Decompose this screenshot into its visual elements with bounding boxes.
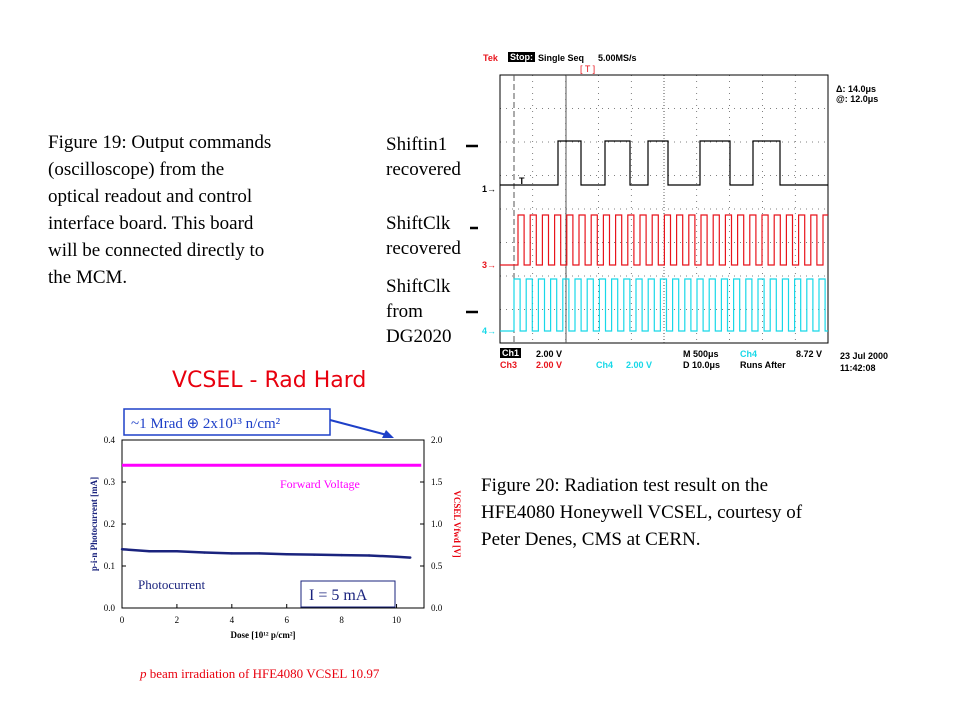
scope-trace-ch3 [500,214,828,266]
y-axis-label: p-i-n Photocurrent [mA] [89,477,99,571]
vcsel-title: VCSEL - Rad Hard [172,368,367,393]
caption-line: will be connected directly to [48,240,265,261]
x-tick-label: 10 [392,615,402,625]
scope-status: Stop: [508,52,535,62]
scope-trigger-level: 8.72 V [796,349,823,359]
y-tick-label: 0.3 [104,477,116,487]
scope-marker-ch1: 1→ [482,184,497,194]
photocurrent-point [148,550,151,553]
x-tick-label: 6 [284,615,289,625]
y2-axis-label: VCSEL Vfwd [V] [452,490,462,557]
vcsel-chart: 0 2 4 6 8 10 0.0 0.1 0.2 0.3 0.4 0.0 0.5 1.0 1.5 2.0 For… [89,408,462,681]
current-box [300,580,396,608]
dose-arrow-line [329,419,388,436]
caption-line: Figure 19: Output commands [48,132,272,153]
x-tick-label: 4 [230,615,235,625]
scope-ch4-scale: 2.00 V [626,360,653,370]
x-axis-label: Dose [10¹² p/cm²] [230,630,295,640]
scope-cursor-at: @: 12.0μs [836,94,879,104]
label-line: DG2020 [386,326,452,347]
caption-line: the MCM. [48,267,128,288]
caption-line: (oscilloscope) from the [48,159,225,180]
photocurrent-point [175,550,179,553]
dose-box [123,408,331,436]
y2-tick-label: 1.5 [431,477,443,487]
scope-marker-ch4: 4→ [482,326,497,336]
scope-brand: Tek [483,53,498,63]
caption-rest: beam irradiation of HFE4080 VCSEL 10.97 [147,666,380,681]
photocurrent-point [340,553,343,557]
y-tick-label: 0.4 [104,435,116,445]
y-tick-label: 0.1 [104,561,115,571]
dose-arrowhead [382,430,394,438]
signal-label-shiftclk-recovered: ShiftClk recovered [386,211,461,261]
scope-ch1-label: Ch1 [500,348,522,358]
scope-ch3-scale: 2.00 V [536,360,563,370]
scope-delay: D 10.0μs [683,360,721,370]
signal-label-shiftclk-dg2020: ShiftClk from DG2020 [386,274,451,349]
y2-tick-label: 0.5 [431,561,443,571]
caption-line: HFE4080 Honeywell VCSEL, courtesy of [481,502,803,523]
photocurrent-point [285,553,288,556]
caption-line: interface board. This board [48,213,254,234]
photocurrent-point [120,548,124,551]
x-tick-label: 8 [339,615,344,625]
signal-label-shiftin1: Shiftin1 recovered [386,132,461,182]
scope-ch3-label: Ch3 [500,360,518,370]
label-line: recovered [386,159,461,180]
caption-line: Figure 20: Radiation test result on the [481,475,769,496]
x-tick-label: 0 [120,615,125,625]
photocurrent-label: Photocurrent [138,577,206,592]
label-line: ShiftClk [386,276,451,297]
scope-date: 23 Jul 2000 [840,351,889,361]
dose-box-label: ~1 Mrad ⊕ 2x10¹³ n/cm² [131,416,281,432]
current-label: I = 5 mA [309,587,368,604]
scope-ch4-label: Ch4 [596,360,614,370]
scope-trace-ch1 [500,140,828,186]
label-line: Shiftin1 [386,134,448,155]
scope-cursor-delta: Δ: 14.0μs [836,84,876,94]
label-line: from [386,301,423,322]
photocurrent-point [395,555,398,558]
y2-tick-label: 1.0 [431,519,443,529]
scope-trigger-marker: T [519,176,525,186]
photocurrent-point [409,556,412,559]
label-line: ShiftClk [386,213,451,234]
photocurrent-point [258,552,261,555]
caption-p: p [139,666,147,681]
y2-tick-label: 0.0 [431,603,443,613]
scope-graticule-frame [499,74,829,344]
vcsel-plot: 0 2 4 6 8 10 0.0 0.1 0.2 0.3 0.4 0.0 0.5 1.0 1.5 2.0 For… [85,395,465,705]
y2-tick-label: 2.0 [431,435,443,445]
forward-voltage-label: Forward Voltage [280,477,360,491]
oscilloscope-traces [499,74,829,344]
photocurrent-line [121,547,411,559]
figure-20-caption: Figure 20: Radiation test result on the … [481,472,901,553]
figure-19-caption: Figure 19: Output commands (oscilloscope… [48,129,348,291]
photocurrent-point [203,551,206,554]
scope-mode: Single Seq [538,53,585,63]
photocurrent-point [230,552,234,555]
caption-line: Peter Denes, CMS at CERN. [481,529,701,550]
scope-trigger-position-bar: [ T ] [580,64,596,74]
label-line: recovered [386,238,461,259]
scope-ch1-scale: 2.00 V [536,349,563,359]
y-tick-label: 0.2 [104,519,115,529]
photocurrent-point [367,554,371,557]
scope-runs: Runs After [740,360,786,370]
scope-trigger-channel: Ch4 [740,349,758,359]
scope-rate: 5.00MS/s [598,53,637,63]
caption-line: optical readout and control [48,186,253,207]
scope-time: 11:42:08 [840,363,876,373]
scope-marker-ch3: 3→ [482,260,497,270]
scope-timebase: M 500μs [683,349,719,359]
x-tick-label: 2 [175,615,180,625]
photocurrent-point [312,553,316,556]
y-tick-label: 0.0 [104,603,116,613]
scope-trace-ch4 [500,278,828,332]
oscilloscope-screen: Tek Stop: Single Seq 5.00MS/s [ T ] Δ: 1… [478,47,910,375]
plot-caption: p beam irradiation of HFE4080 VCSEL 10.9… [139,666,380,681]
